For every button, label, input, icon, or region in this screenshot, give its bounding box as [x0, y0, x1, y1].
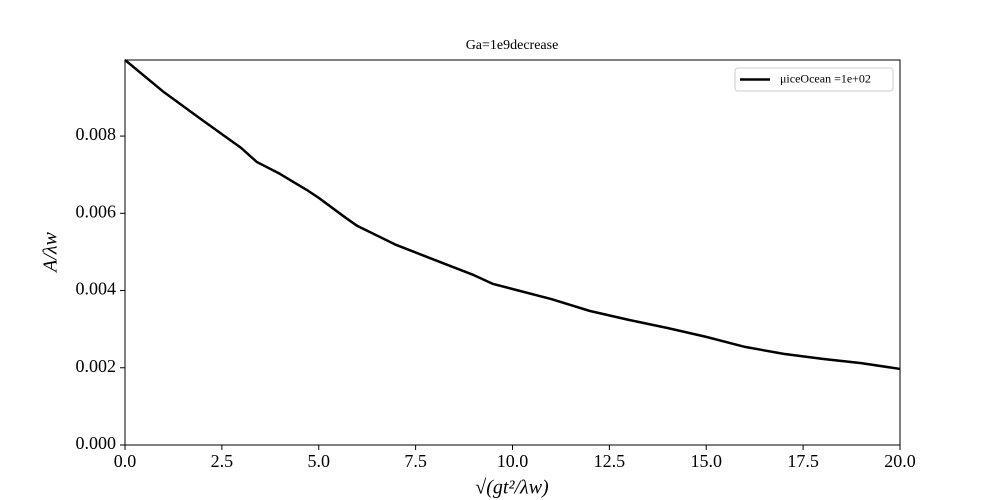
x-tick-label: 17.5	[787, 451, 819, 471]
x-tick-label: 5.0	[308, 451, 331, 471]
x-tick-label: 0.0	[114, 451, 137, 471]
y-tick-label: 0.006	[76, 201, 117, 221]
x-axis-label: √(gt²/λw)	[475, 477, 549, 499]
data-line	[124, 59, 901, 371]
y-tick-label: 0.000	[76, 433, 117, 453]
y-tick-label: 0.004	[76, 279, 117, 299]
chart-title: Ga=1e9decrease	[466, 38, 559, 53]
x-tick-label: 15.0	[691, 451, 723, 471]
y-tick-label: 0.002	[76, 356, 117, 376]
x-tick-label: 20.0	[884, 451, 916, 471]
y-tick-label: 0.008	[76, 124, 117, 144]
legend-box	[734, 67, 894, 92]
plot-frame	[124, 59, 901, 446]
x-tick-label: 2.5	[211, 451, 234, 471]
x-tick-label: 10.0	[497, 451, 529, 471]
y-axis-label: A/λw	[40, 231, 62, 273]
x-tick-label: 12.5	[594, 451, 626, 471]
x-tick-label: 7.5	[404, 451, 427, 471]
legend-label: μiceOcean =1e+02	[780, 71, 871, 85]
